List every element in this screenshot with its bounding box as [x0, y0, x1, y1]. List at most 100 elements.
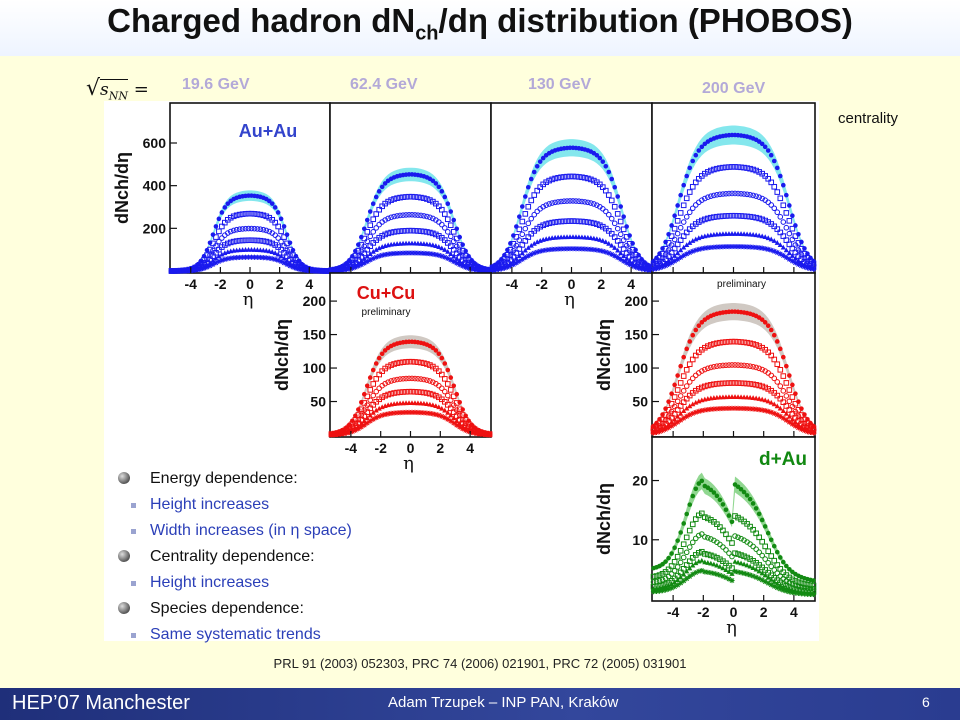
data-point [623, 242, 630, 249]
data-point [738, 213, 744, 219]
data-point [600, 238, 606, 243]
data-point [777, 555, 783, 560]
data-point [765, 530, 771, 536]
data-point [666, 586, 672, 592]
data-point [498, 266, 505, 272]
data-point [450, 229, 457, 235]
data-point [711, 341, 717, 347]
data-point [612, 184, 618, 190]
data-point [370, 216, 377, 223]
data-point [236, 237, 243, 244]
data-point [714, 571, 720, 577]
data-point [370, 402, 377, 408]
data-point [717, 244, 723, 250]
data-point [732, 533, 738, 539]
data-point [787, 373, 792, 378]
data-point [668, 233, 675, 239]
data-point [418, 359, 424, 366]
x-axis-label: η [726, 617, 737, 638]
data-point [681, 571, 687, 577]
data-point [781, 354, 786, 360]
data-point [732, 164, 738, 170]
x-tick-label: -2 [374, 440, 387, 456]
data-point [627, 233, 632, 238]
data-point [699, 144, 705, 150]
data-point [606, 240, 612, 246]
data-point [774, 562, 781, 568]
data-point [254, 254, 261, 260]
data-point [349, 428, 355, 435]
data-point [795, 261, 801, 268]
data-point [677, 237, 684, 243]
data-point [373, 254, 379, 260]
data-point [436, 252, 442, 258]
data-point [726, 576, 732, 582]
data-point [708, 193, 714, 199]
data-point [777, 214, 784, 220]
data-point [699, 568, 705, 574]
data-point [699, 557, 705, 563]
data-point [415, 359, 421, 366]
bullet-text: Species dependence: [150, 600, 304, 617]
data-point [615, 247, 621, 253]
data-point [234, 254, 240, 261]
data-point [445, 409, 451, 415]
data-point [684, 173, 690, 179]
y-tick-label: 150 [625, 327, 649, 343]
data-point [263, 255, 269, 261]
data-point [744, 165, 750, 171]
data-point [424, 410, 430, 416]
data-point [678, 192, 683, 198]
data-point [798, 417, 805, 423]
data-point [810, 430, 817, 436]
data-point [720, 213, 726, 219]
data-point [418, 228, 424, 234]
data-point [683, 229, 690, 236]
equals-sign: = [128, 79, 149, 100]
data-point [801, 264, 808, 270]
data-point [418, 194, 424, 201]
page-number: 6 [922, 694, 930, 710]
data-point [690, 562, 696, 568]
data-point [448, 418, 454, 424]
data-point [328, 432, 335, 438]
data-point [358, 242, 365, 248]
data-point [287, 263, 293, 269]
data-point [705, 535, 711, 541]
data-point [447, 387, 454, 393]
data-point [373, 388, 380, 395]
data-point [726, 190, 732, 197]
data-point [361, 422, 367, 428]
data-point [349, 256, 356, 263]
data-point [683, 195, 690, 202]
data-point [337, 431, 344, 437]
bullet-text: Centrality dependence: [150, 548, 315, 565]
data-point [768, 247, 774, 253]
data-point [780, 569, 787, 576]
data-point [705, 365, 711, 372]
data-point [385, 251, 391, 257]
data-point [662, 426, 669, 432]
data-point [774, 209, 781, 216]
data-point [735, 569, 741, 575]
data-point [717, 406, 723, 412]
data-point [608, 215, 615, 222]
data-point [412, 375, 418, 382]
data-point [695, 550, 702, 556]
data-point [747, 363, 753, 370]
data-point [457, 234, 462, 240]
data-point [314, 268, 320, 274]
data-point [726, 338, 732, 345]
data-point [790, 213, 795, 219]
data-point [600, 159, 606, 164]
data-point [510, 261, 516, 268]
data-point [415, 389, 421, 395]
data-point [555, 246, 561, 252]
data-point [774, 379, 781, 385]
data-point [555, 199, 561, 205]
data-point [711, 166, 717, 173]
data-point [656, 254, 663, 261]
bullet-text: Same systematic trends [150, 626, 321, 643]
data-point [424, 390, 430, 396]
data-point [771, 332, 777, 338]
